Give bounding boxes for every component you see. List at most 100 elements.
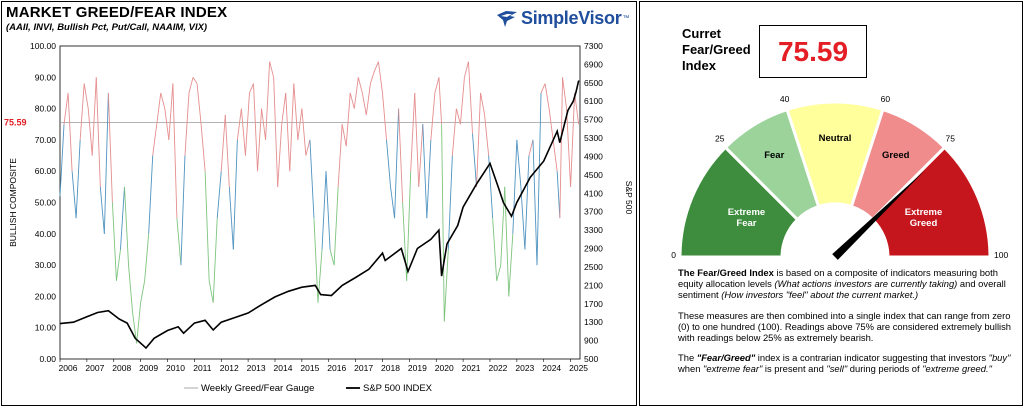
y2-tick-label: 2900 — [584, 244, 603, 254]
description-text: and overall sentiment — [678, 278, 1006, 301]
greed-fear-segment — [476, 92, 482, 187]
greed-fear-segment — [492, 218, 498, 281]
greed-fear-segment — [59, 124, 65, 197]
description-text: "sell" — [826, 363, 848, 375]
greed-fear-segment — [309, 139, 315, 219]
x-tick-label: 2024 — [542, 363, 561, 373]
greed-fear-segment — [168, 83, 174, 140]
x-tick-label: 2021 — [462, 363, 481, 373]
greed-fear-segment — [394, 108, 400, 219]
greed-fear-segment — [562, 77, 568, 109]
greed-fear-segment — [204, 171, 210, 281]
y2-tick-label: 4900 — [584, 151, 603, 161]
description-text: The — [678, 352, 697, 364]
greed-fear-segment — [500, 186, 506, 266]
greed-fear-segment — [566, 108, 572, 187]
greed-fear-segment — [103, 92, 109, 234]
fear-greed-gauge: Extreme Fear Fear Neutral Greed Extreme Greed 0… — [671, 94, 1008, 260]
y-tick-label: 40.00 — [35, 229, 57, 239]
greed-fear-segment — [273, 77, 279, 187]
y-tick-label: 0.00 — [39, 354, 56, 364]
greed-fear-segment — [220, 114, 226, 172]
greed-fear-segment — [140, 280, 146, 303]
greed-fear-segment — [99, 186, 105, 234]
gauge-tick-label: 75 — [946, 134, 956, 144]
greed-fear-segment — [269, 61, 275, 78]
gauge-tick-label: 40 — [780, 94, 790, 104]
greed-fear-segment — [208, 280, 214, 303]
greed-fear-segment — [120, 186, 125, 250]
y-axis-label: BULLISH COMPOSITE — [8, 158, 18, 247]
x-tick-label: 2009 — [139, 363, 158, 373]
greed-fear-segment — [224, 114, 230, 187]
greed-fear-segment — [410, 92, 416, 172]
greed-fear-segment — [480, 92, 486, 115]
greed-fear-segment — [244, 92, 250, 156]
y2-tick-label: 4500 — [584, 170, 603, 180]
description-text: (What actions investors are currently ta… — [774, 278, 958, 290]
greed-fear-segment — [128, 265, 134, 313]
greed-fear-segment — [459, 77, 465, 125]
greed-fear-segment — [414, 92, 420, 187]
gauge-needle — [832, 170, 926, 260]
description-text: index is a contrarian indicator suggesti… — [755, 352, 989, 364]
greed-fear-chart: 0.00 10.00 20.00 30.00 40.00 50.00 60.00 70.00 8… — [4, 41, 634, 394]
y-tick-label: 30.00 — [35, 260, 57, 270]
greed-fear-segment — [540, 83, 546, 94]
greed-fear-segment — [261, 108, 267, 140]
description-text: when — [678, 363, 704, 375]
description-paragraph: The "Fear/Greed" index is a contrarian i… — [678, 352, 1018, 374]
greed-fear-segment — [249, 83, 254, 94]
x-tick-label: 2015 — [300, 363, 319, 373]
greed-fear-segment — [378, 61, 383, 94]
greed-fear-segment — [556, 171, 561, 219]
x-tick-label: 2010 — [166, 363, 185, 373]
y-tick-label: 20.00 — [35, 291, 57, 301]
y2-tick-label: 2500 — [584, 262, 603, 272]
x-tick-label: 2025 — [569, 363, 588, 373]
greed-fear-segment — [257, 108, 262, 172]
greed-fear-segment — [240, 108, 246, 156]
greed-fear-segment — [325, 171, 331, 250]
greed-fear-segment — [216, 171, 222, 219]
greed-fear-segment — [83, 83, 89, 109]
greed-fear-segment — [443, 249, 449, 322]
greed-fear-segment — [321, 171, 327, 250]
greed-fear-segment — [472, 133, 477, 187]
brand-name: SimpleVisor — [521, 8, 622, 28]
y-tick-label: 10.00 — [35, 323, 57, 333]
greed-fear-segment — [536, 92, 542, 266]
gauge-segment-label: Greed — [882, 150, 910, 161]
greed-fear-segment — [317, 249, 323, 303]
greed-fear-segment — [508, 233, 514, 297]
x-tick-label: 2008 — [112, 363, 131, 373]
greed-fear-segment — [176, 218, 182, 266]
gauge-segment-label: Extreme Greed — [905, 207, 943, 229]
y2-tick-label: 4100 — [584, 188, 603, 198]
y-tick-label: 90.00 — [35, 72, 57, 82]
y2-tick-label: 5700 — [584, 115, 603, 125]
greed-fear-segment — [160, 92, 166, 109]
greed-fear-segment — [496, 264, 502, 281]
greed-fear-segment — [156, 92, 162, 125]
greed-fear-segment — [281, 92, 287, 125]
current-marker-label: 75.59 — [4, 117, 27, 127]
current-label: Curret Fear/Greed Index — [682, 26, 751, 73]
greed-fear-segment — [115, 249, 121, 281]
greed-fear-segment — [548, 108, 554, 140]
brand-logo: SimpleVisor ™ — [496, 8, 629, 29]
greed-fear-segment — [180, 155, 186, 266]
greed-fear-segment — [434, 77, 440, 94]
gauge-tick-label: 0 — [671, 250, 676, 260]
greed-fear-segment — [172, 83, 178, 219]
gauge-segment — [678, 145, 800, 259]
greed-fear-segment — [63, 92, 69, 125]
y2-axis-label: S&P 500 — [624, 181, 634, 215]
gauge-tick-label: 60 — [881, 94, 891, 104]
greed-fear-segment — [369, 70, 375, 84]
greed-fear-segment — [285, 92, 291, 172]
greed-fear-segment — [398, 108, 404, 203]
chart-subtitle: (AAII, INVI, Bullish Pct, Put/Call, NAAI… — [6, 22, 208, 33]
greed-fear-segment — [71, 171, 77, 219]
greed-fear-segment — [374, 61, 379, 72]
